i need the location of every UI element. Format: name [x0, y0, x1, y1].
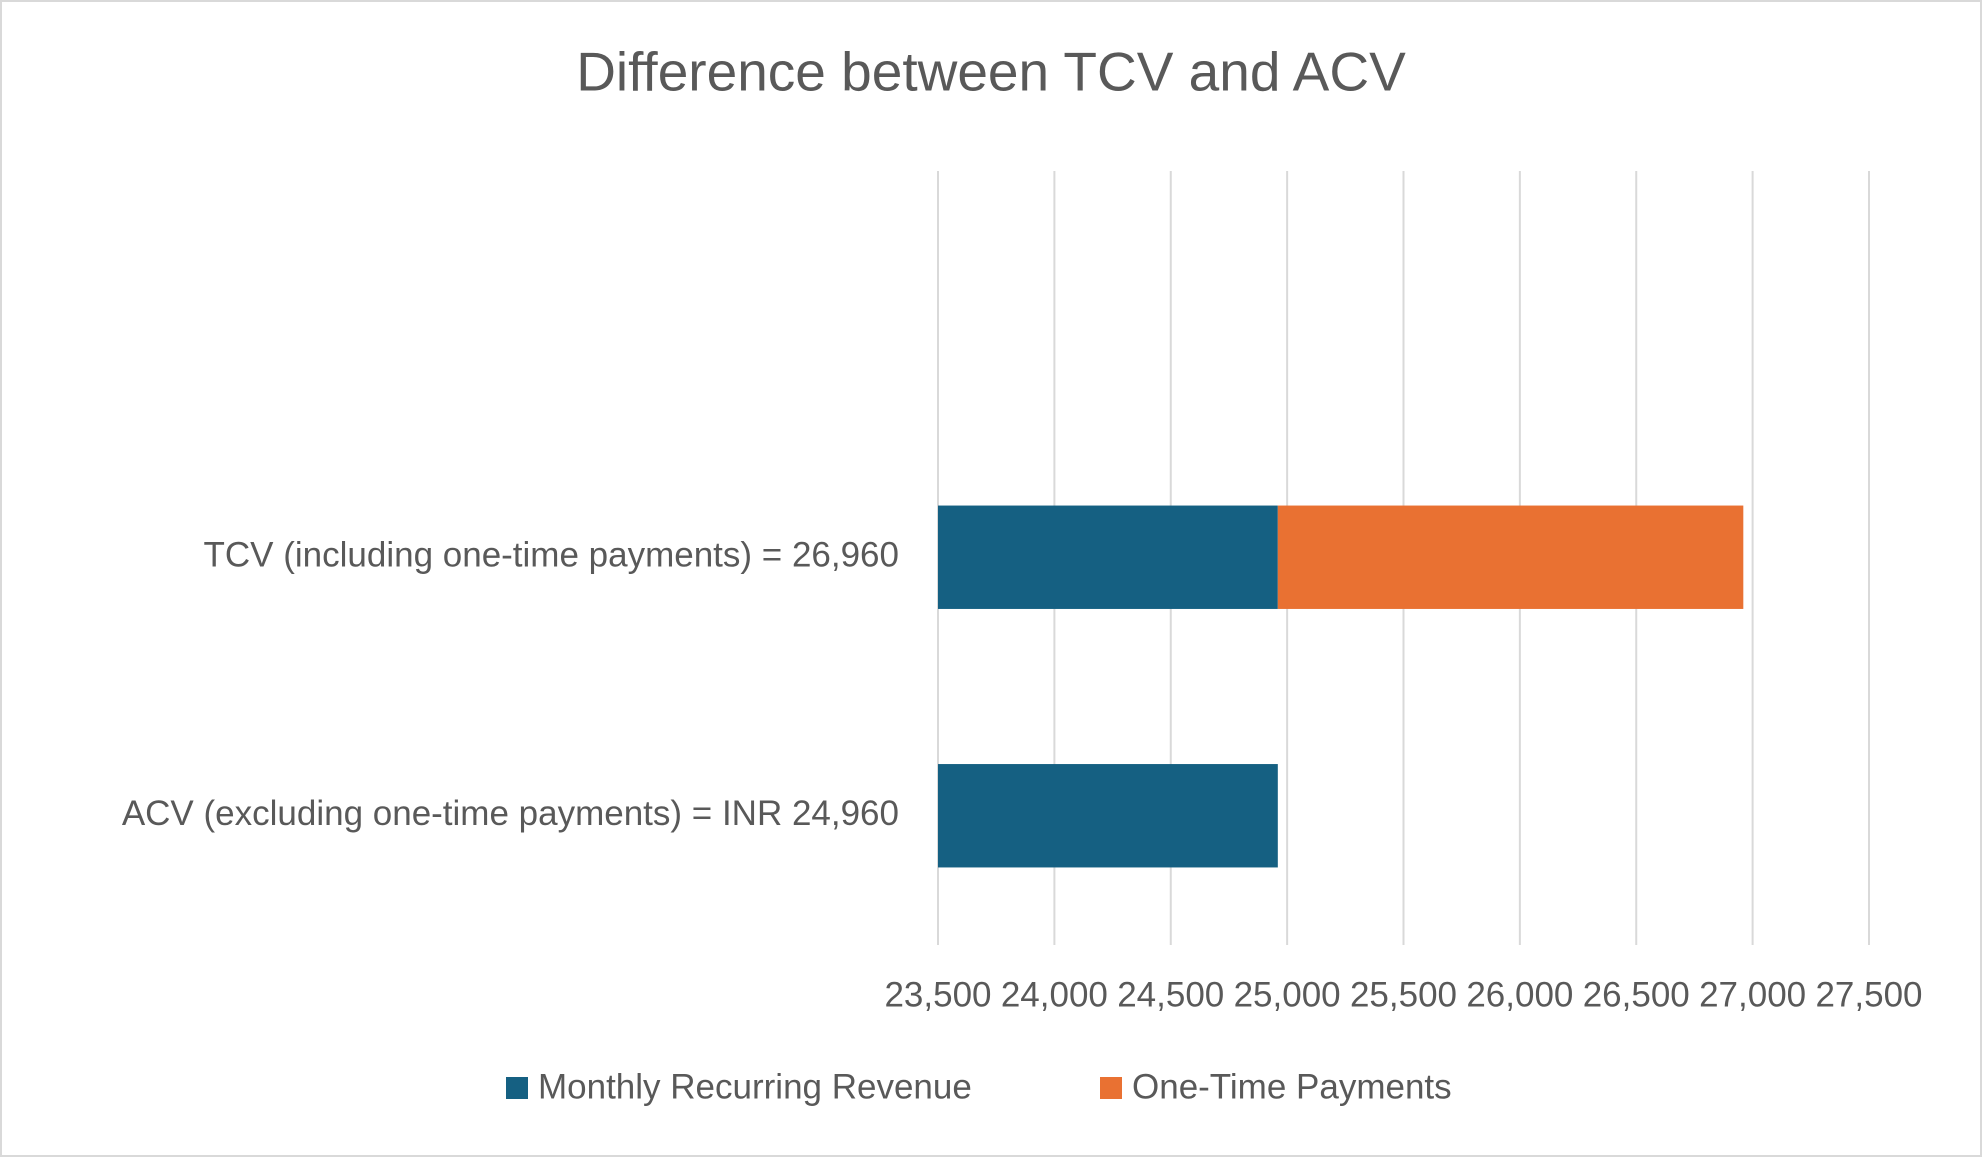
legend-label: One-Time Payments: [1132, 1067, 1452, 1106]
legend-swatch: [506, 1077, 528, 1099]
chart-title: Difference between TCV and ACV: [576, 41, 1406, 103]
x-tick-label: 25,500: [1350, 975, 1457, 1014]
x-tick-label: 25,000: [1234, 975, 1341, 1014]
bar-segment: [938, 505, 1278, 609]
x-tick-label: 27,000: [1699, 975, 1806, 1014]
x-tick-label: 26,000: [1466, 975, 1573, 1014]
legend-label: Monthly Recurring Revenue: [538, 1067, 972, 1106]
bar-segment: [1277, 505, 1744, 609]
x-tick-label: 26,500: [1583, 975, 1690, 1014]
x-tick-label: 27,500: [1815, 975, 1922, 1014]
x-tick-label: 24,000: [1001, 975, 1108, 1014]
bar-segment: [938, 764, 1278, 868]
x-tick-label: 23,500: [884, 975, 991, 1014]
x-tick-label: 24,500: [1117, 975, 1224, 1014]
y-tick-label: ACV (excluding one-time payments) = INR …: [122, 794, 899, 833]
legend-swatch: [1100, 1077, 1122, 1099]
y-tick-label: TCV (including one-time payments) = 26,9…: [204, 536, 900, 575]
